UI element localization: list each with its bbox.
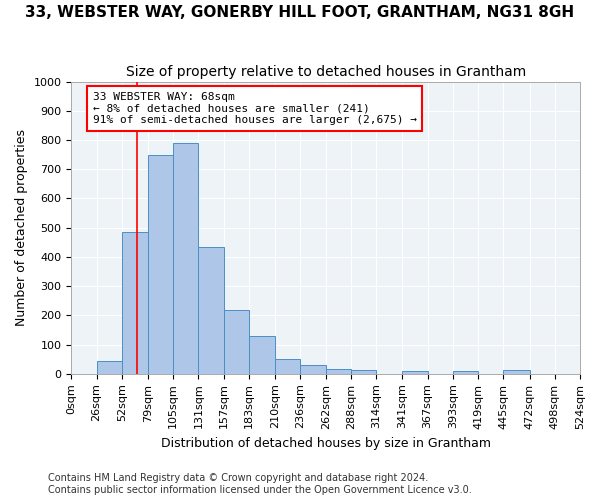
Bar	[148, 154, 173, 374]
Text: Contains HM Land Registry data © Crown copyright and database right 2024.
Contai: Contains HM Land Registry data © Crown c…	[48, 474, 472, 495]
Bar	[326, 368, 351, 374]
Y-axis label: Number of detached properties: Number of detached properties	[15, 129, 28, 326]
Text: 33, WEBSTER WAY, GONERBY HILL FOOT, GRANTHAM, NG31 8GH: 33, WEBSTER WAY, GONERBY HILL FOOT, GRAN…	[25, 5, 575, 20]
Bar	[301, 365, 326, 374]
Bar	[97, 360, 122, 374]
Bar	[351, 370, 376, 374]
Bar	[275, 358, 301, 374]
Bar	[199, 246, 224, 374]
Title: Size of property relative to detached houses in Grantham: Size of property relative to detached ho…	[125, 65, 526, 79]
X-axis label: Distribution of detached houses by size in Grantham: Distribution of detached houses by size …	[161, 437, 491, 450]
Text: 33 WEBSTER WAY: 68sqm
← 8% of detached houses are smaller (241)
91% of semi-deta: 33 WEBSTER WAY: 68sqm ← 8% of detached h…	[92, 92, 416, 125]
Bar	[249, 336, 275, 374]
Bar	[403, 372, 428, 374]
Bar	[224, 310, 249, 374]
Bar	[122, 232, 148, 374]
Bar	[453, 370, 478, 374]
Bar	[173, 143, 199, 374]
Bar	[503, 370, 530, 374]
